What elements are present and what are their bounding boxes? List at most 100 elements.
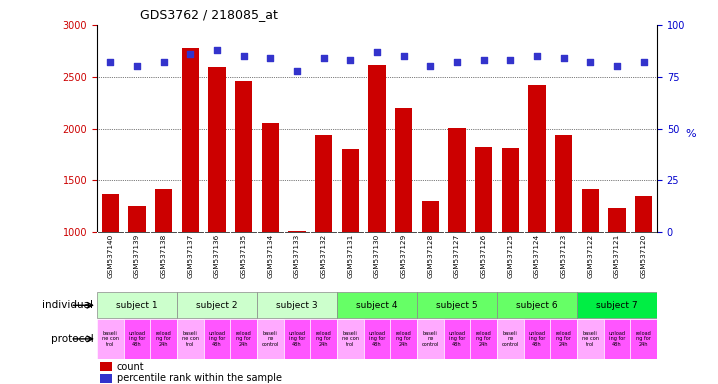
Text: GSM537121: GSM537121 [614,233,620,278]
Text: GSM537133: GSM537133 [294,233,300,278]
Bar [100,374,112,383]
Point [558,55,569,61]
Bar [444,319,470,359]
Point [292,68,303,74]
Bar [555,135,572,232]
Bar [497,292,577,318]
Text: GSM537131: GSM537131 [348,233,353,278]
Bar [550,319,577,359]
Text: unload
ing for
48h: unload ing for 48h [289,331,305,347]
Text: GSM537132: GSM537132 [321,233,327,278]
Text: unload
ing for
48h: unload ing for 48h [368,331,386,347]
Text: subject 5: subject 5 [436,301,477,310]
Bar [182,48,199,232]
Bar [230,319,257,359]
Text: baseli
ne con
trol: baseli ne con trol [342,331,359,347]
Text: baseli
ne con
trol: baseli ne con trol [182,331,199,347]
Text: GSM537120: GSM537120 [640,233,647,278]
Bar [257,292,337,318]
Bar [630,319,657,359]
Text: GSM537140: GSM537140 [107,233,113,278]
Bar [582,189,599,232]
Point [451,59,462,65]
Bar [288,231,306,232]
Point [638,59,649,65]
Text: GSM537139: GSM537139 [134,233,140,278]
Text: GSM537135: GSM537135 [241,233,246,278]
Text: GSM537126: GSM537126 [480,233,487,278]
Text: unload
ing for
48h: unload ing for 48h [208,331,225,347]
Bar [363,319,391,359]
Point [478,57,490,63]
Text: subject 4: subject 4 [356,301,398,310]
Point [238,53,249,59]
Text: reload
ng for
24h: reload ng for 24h [236,331,251,347]
Point [611,63,623,70]
Text: percentile rank within the sample: percentile rank within the sample [116,373,281,383]
Text: reload
ng for
24h: reload ng for 24h [396,331,411,347]
Text: reload
ng for
24h: reload ng for 24h [156,331,172,347]
Bar [235,81,252,232]
Bar [417,292,497,318]
Text: GSM537122: GSM537122 [587,233,593,278]
Text: baseli
ne con
trol: baseli ne con trol [582,331,599,347]
Bar [417,319,444,359]
Bar [635,196,652,232]
Text: protocol: protocol [50,334,93,344]
Text: baseli
ne con
trol: baseli ne con trol [102,331,118,347]
Text: baseli
ne
control: baseli ne control [261,331,279,347]
Text: subject 7: subject 7 [596,301,638,310]
Bar [604,319,630,359]
Point [584,59,596,65]
Bar [204,319,230,359]
Text: GSM537123: GSM537123 [561,233,567,278]
Text: GDS3762 / 218085_at: GDS3762 / 218085_at [140,8,278,21]
Bar [315,135,332,232]
Bar [342,149,359,232]
Point [531,53,543,59]
Bar [337,319,363,359]
Point [371,49,383,55]
Text: reload
ng for
24h: reload ng for 24h [476,331,492,347]
Bar [475,147,493,232]
Bar [257,319,284,359]
Y-axis label: %: % [685,129,696,139]
Text: reload
ng for
24h: reload ng for 24h [556,331,572,347]
Point [264,55,276,61]
Bar [261,124,279,232]
Text: GSM537134: GSM537134 [267,233,274,278]
Text: GSM537128: GSM537128 [427,233,433,278]
Text: baseli
ne
control: baseli ne control [502,331,519,347]
Bar [502,148,519,232]
Bar [421,201,439,232]
Text: GSM537127: GSM537127 [454,233,460,278]
Text: unload
ing for
48h: unload ing for 48h [129,331,146,347]
Bar [395,108,412,232]
Bar [528,85,546,232]
Text: reload
ng for
24h: reload ng for 24h [316,331,332,347]
Bar [177,319,204,359]
Point [345,57,356,63]
Text: subject 1: subject 1 [116,301,158,310]
Point [211,47,223,53]
Text: unload
ing for
48h: unload ing for 48h [449,331,465,347]
Bar [177,292,257,318]
Bar [100,362,112,371]
Point [185,51,196,57]
Bar [391,319,417,359]
Text: subject 6: subject 6 [516,301,558,310]
Bar [284,319,310,359]
Bar [523,319,550,359]
Point [131,63,143,70]
Bar [123,319,150,359]
Text: subject 2: subject 2 [196,301,238,310]
Bar [129,207,146,232]
Bar [577,292,657,318]
Bar [368,65,386,232]
Point [318,55,330,61]
Bar [102,194,119,232]
Text: subject 3: subject 3 [276,301,318,310]
Text: reload
ng for
24h: reload ng for 24h [635,331,651,347]
Bar [337,292,417,318]
Bar [448,128,466,232]
